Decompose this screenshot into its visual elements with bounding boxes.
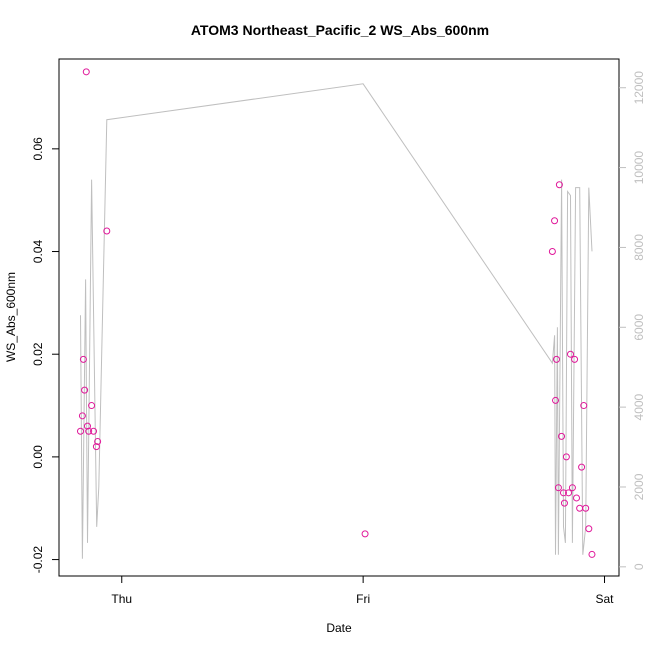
data-point bbox=[83, 422, 91, 430]
data-point bbox=[576, 504, 584, 512]
data-point bbox=[573, 494, 581, 502]
data-point bbox=[558, 432, 566, 440]
data-point bbox=[559, 489, 567, 497]
data-point bbox=[78, 412, 86, 420]
data-point bbox=[82, 68, 90, 76]
data-point bbox=[588, 550, 596, 558]
y2-tick-label: 2000 bbox=[632, 473, 646, 500]
data-point bbox=[548, 248, 556, 256]
data-point bbox=[76, 427, 84, 435]
plot-area-frame bbox=[58, 58, 620, 577]
y2-tick-label: 0 bbox=[632, 563, 646, 570]
x-tick-label: Sat bbox=[596, 592, 615, 606]
data-point bbox=[79, 355, 87, 363]
data-point bbox=[560, 499, 568, 507]
data-point bbox=[552, 396, 560, 404]
x-tick-label: Fri bbox=[356, 592, 370, 606]
data-point bbox=[94, 437, 102, 445]
x-axis: Thu Fri Sat bbox=[111, 576, 614, 606]
points-series-layer bbox=[76, 68, 596, 558]
y-axis-right: 0 2000 4000 6000 8000 10000 12000 bbox=[619, 71, 646, 570]
data-point bbox=[580, 402, 588, 410]
x-tick-label: Thu bbox=[111, 592, 132, 606]
data-point bbox=[88, 402, 96, 410]
data-point bbox=[85, 427, 93, 435]
data-point bbox=[361, 530, 369, 538]
series-line bbox=[80, 83, 593, 559]
x-axis-label: Date bbox=[326, 621, 352, 635]
data-point bbox=[551, 217, 559, 225]
y2-tick-label: 4000 bbox=[632, 393, 646, 420]
y2-tick-label: 8000 bbox=[632, 234, 646, 261]
data-point bbox=[582, 504, 590, 512]
y-tick-label: 0.00 bbox=[31, 445, 45, 469]
y2-tick-label: 12000 bbox=[632, 71, 646, 105]
data-point bbox=[554, 484, 562, 492]
y-axis-left: -0.02 0.00 0.02 0.04 0.06 bbox=[31, 137, 59, 573]
data-point bbox=[555, 181, 563, 189]
y-tick-label: 0.02 bbox=[31, 342, 45, 366]
data-point bbox=[81, 386, 89, 394]
y-tick-label: 0.06 bbox=[31, 137, 45, 161]
y-tick-label: -0.02 bbox=[31, 546, 45, 574]
y2-tick-label: 6000 bbox=[632, 314, 646, 341]
y-axis-label: WS_Abs_600nm bbox=[4, 272, 18, 362]
data-point bbox=[571, 355, 579, 363]
data-point bbox=[568, 484, 576, 492]
data-point bbox=[552, 355, 560, 363]
data-point bbox=[562, 453, 570, 461]
y-tick-label: 0.04 bbox=[31, 240, 45, 264]
data-point bbox=[565, 489, 573, 497]
y2-tick-label: 10000 bbox=[632, 151, 646, 185]
line-series-layer bbox=[80, 83, 593, 559]
data-point bbox=[585, 525, 593, 533]
data-point bbox=[578, 463, 586, 471]
data-point bbox=[90, 427, 98, 435]
data-point bbox=[103, 227, 111, 235]
data-point bbox=[566, 350, 574, 358]
chart-title: ATOM3 Northeast_Pacific_2 WS_Abs_600nm bbox=[191, 22, 489, 38]
data-point bbox=[92, 443, 100, 451]
